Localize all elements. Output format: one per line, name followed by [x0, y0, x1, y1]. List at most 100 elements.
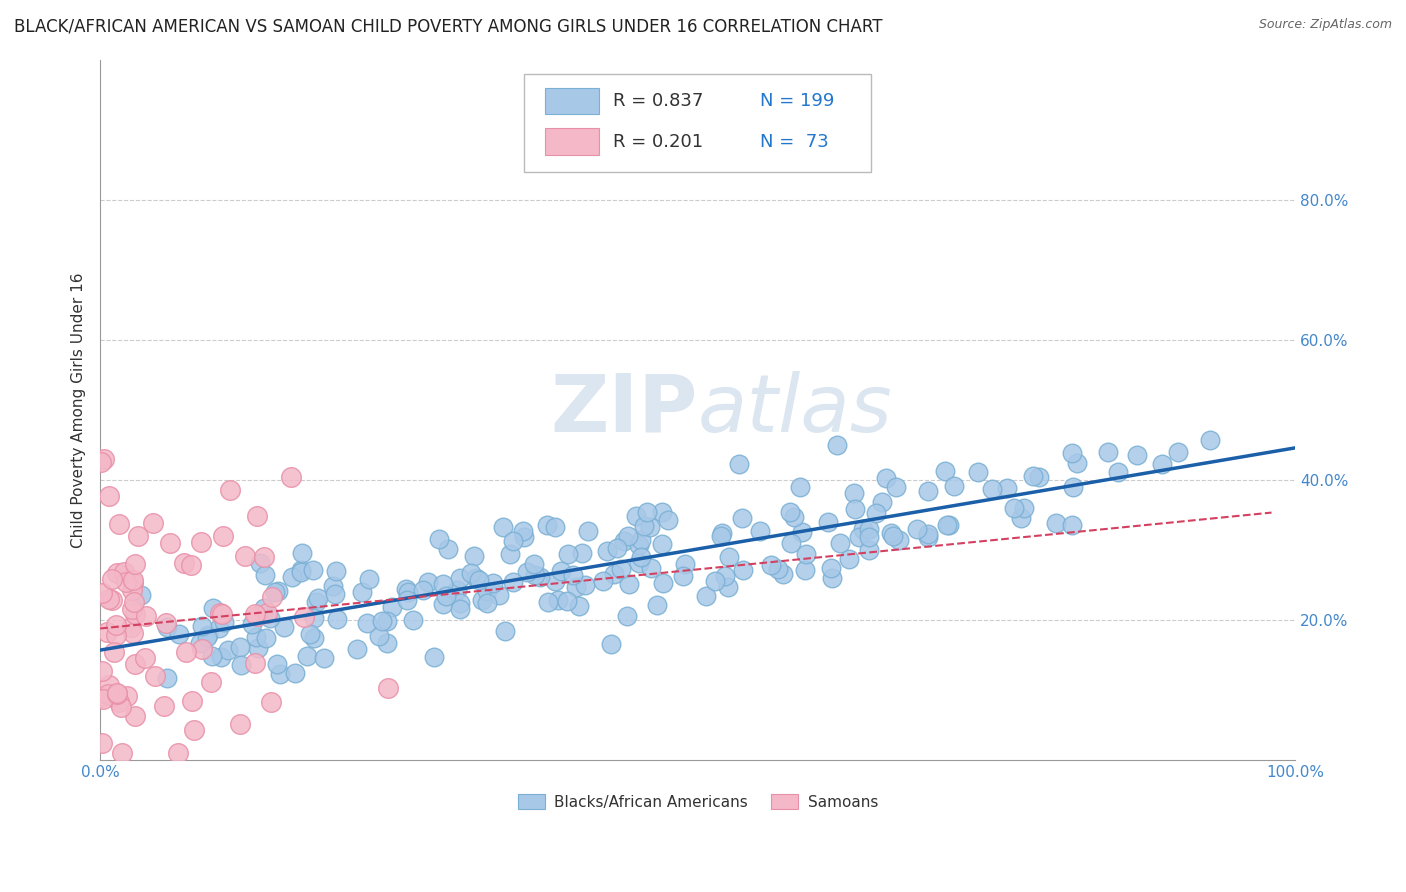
Point [640, 561, 662, 575]
Point [243, 607, 266, 621]
Point [942, 478, 965, 492]
Point [401, 613, 423, 627]
Point [325, 564, 347, 578]
Point [446, 582, 468, 597]
Text: Source: ZipAtlas.com: Source: ZipAtlas.com [1258, 18, 1392, 31]
Point [838, 551, 860, 566]
Point [135, 608, 157, 623]
Point [488, 588, 510, 602]
Point [717, 550, 740, 565]
Point [211, 529, 233, 543]
Point [233, 549, 256, 563]
Point [229, 657, 252, 672]
Point [167, 627, 190, 641]
Point [142, 516, 165, 531]
Point [536, 518, 558, 533]
Point [790, 524, 813, 539]
Point [917, 530, 939, 544]
Point [302, 611, 325, 625]
Point [651, 506, 673, 520]
Point [254, 631, 277, 645]
Point [1107, 465, 1129, 479]
Point [304, 595, 326, 609]
Point [121, 602, 143, 616]
Point [844, 501, 866, 516]
Point [499, 548, 522, 562]
Point [240, 617, 263, 632]
Point [249, 556, 271, 570]
Text: ZIP: ZIP [551, 371, 697, 449]
Point [842, 486, 865, 500]
Point [820, 560, 842, 574]
Point [256, 607, 278, 621]
Point [449, 571, 471, 585]
Point [246, 609, 269, 624]
Point [155, 671, 177, 685]
Point [292, 610, 315, 624]
Point [302, 631, 325, 645]
Point [628, 556, 651, 570]
Point [865, 507, 887, 521]
FancyBboxPatch shape [524, 74, 872, 172]
Point [98, 591, 121, 606]
Point [449, 596, 471, 610]
Point [90, 690, 112, 705]
Point [209, 649, 232, 664]
Point [180, 558, 202, 573]
Point [121, 582, 143, 597]
Point [1125, 448, 1147, 462]
Point [934, 464, 956, 478]
Point [710, 529, 733, 543]
Legend: Blacks/African Americans, Samoans: Blacks/African Americans, Samoans [512, 788, 884, 816]
Text: BLACK/AFRICAN AMERICAN VS SAMOAN CHILD POVERTY AMONG GIRLS UNDER 16 CORRELATION : BLACK/AFRICAN AMERICAN VS SAMOAN CHILD P… [14, 18, 883, 36]
Point [115, 689, 138, 703]
Point [434, 589, 457, 603]
Point [636, 505, 658, 519]
Point [124, 657, 146, 672]
Point [616, 609, 638, 624]
Point [471, 593, 494, 607]
Point [290, 563, 312, 577]
Point [610, 562, 633, 576]
Point [516, 566, 538, 580]
Point [1060, 446, 1083, 460]
Point [357, 572, 380, 586]
Point [633, 519, 655, 533]
Point [173, 556, 195, 570]
Point [299, 627, 322, 641]
Point [105, 686, 128, 700]
Point [905, 522, 928, 536]
Point [938, 517, 960, 532]
Point [759, 558, 782, 573]
Point [96, 625, 118, 640]
Point [90, 586, 112, 600]
Point [482, 576, 505, 591]
Point [796, 547, 818, 561]
Point [352, 584, 374, 599]
Point [197, 628, 219, 642]
Point [562, 568, 585, 582]
Point [617, 577, 640, 591]
Point [432, 576, 454, 591]
Point [821, 571, 844, 585]
Point [124, 607, 146, 621]
Point [201, 648, 224, 663]
Point [166, 747, 188, 761]
Point [1097, 445, 1119, 459]
Point [828, 535, 851, 549]
Point [550, 565, 572, 579]
Point [432, 597, 454, 611]
Point [105, 687, 128, 701]
Point [104, 618, 127, 632]
Point [253, 550, 276, 565]
Point [247, 640, 270, 655]
Point [326, 612, 349, 626]
Point [1060, 518, 1083, 533]
Point [201, 601, 224, 615]
Point [323, 587, 346, 601]
Point [449, 601, 471, 615]
Point [502, 575, 524, 590]
Point [557, 547, 579, 561]
Point [105, 566, 128, 581]
Point [494, 624, 516, 638]
